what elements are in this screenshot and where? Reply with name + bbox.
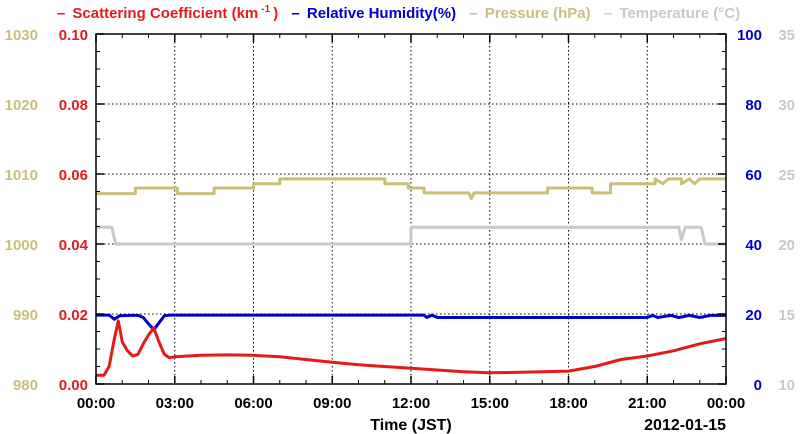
x-tick-label: 00:00 <box>77 395 115 412</box>
x-tick-label: 09:00 <box>313 395 351 412</box>
legend-temperature-text: Temperature (°C) <box>619 5 741 22</box>
temperature-axis-label: 20 <box>778 237 795 254</box>
axis-labels: 00:00 03:00 06:00 09:00 12:00 15:00 18:00 21:00… <box>5 27 795 434</box>
humidity-axis-label: 60 <box>745 167 762 184</box>
series-line-pressure <box>96 177 726 200</box>
scattering-axis-label: 0.06 <box>59 167 88 184</box>
pressure-axis-label: 1000 <box>5 237 38 254</box>
pressure-axis-label: 980 <box>13 377 38 394</box>
chart-legend: – Scattering Coefficient (km -1) – Relati… <box>0 4 800 22</box>
humidity-axis-label: 40 <box>745 237 762 254</box>
legend-temperature: – Temperature (°C) <box>603 5 741 22</box>
legend-humidity-text: Relative Humidity(%) <box>306 5 457 22</box>
scattering-axis-label: 0.04 <box>59 237 89 254</box>
x-tick-label: 12:00 <box>392 395 430 412</box>
x-tick-label: 00:00 <box>707 395 745 412</box>
pressure-axis-label: 1020 <box>5 97 38 114</box>
x-tick-label: 15:00 <box>471 395 509 412</box>
series-line-humidity <box>96 313 726 332</box>
temperature-axis-label: 10 <box>778 377 795 394</box>
scattering-axis-label: 0.02 <box>59 307 88 324</box>
x-tick-label: 18:00 <box>549 395 587 412</box>
ticks <box>95 33 727 385</box>
series-group <box>96 177 727 377</box>
x-axis-title: Time (JST) <box>370 417 452 434</box>
legend-scattering-text: Scattering Coefficient (km <box>72 5 259 22</box>
x-tick-label: 21:00 <box>628 395 666 412</box>
grid <box>96 34 726 384</box>
legend-pressure-text: Pressure (hPa) <box>484 5 591 22</box>
pressure-axis-label: 1010 <box>5 167 38 184</box>
temperature-axis-label: 30 <box>778 97 795 114</box>
scattering-axis-label: 0.10 <box>59 27 88 44</box>
humidity-axis-label: 80 <box>745 97 762 114</box>
humidity-axis-label: 20 <box>745 307 762 324</box>
scattering-axis-label: 0.00 <box>59 377 88 394</box>
legend-scattering: – Scattering Coefficient (km -1) <box>56 4 279 22</box>
temperature-axis-label: 35 <box>778 27 795 44</box>
humidity-axis-label: 0 <box>754 377 762 394</box>
series-line-temperature <box>96 225 726 246</box>
pressure-axis-label: 1030 <box>5 27 38 44</box>
humidity-axis-label: 100 <box>737 27 762 44</box>
legend-scattering-tail: ) <box>273 5 279 22</box>
pressure-axis-label: 990 <box>13 307 38 324</box>
x-tick-label: 06:00 <box>234 395 272 412</box>
legend-scattering-sup: -1 <box>261 4 271 15</box>
legend-humidity: – Relative Humidity(%) <box>291 5 457 22</box>
date-label: 2012-01-15 <box>644 417 726 434</box>
x-tick-label: 03:00 <box>156 395 194 412</box>
temperature-axis-label: 15 <box>778 307 795 324</box>
scattering-axis-label: 0.08 <box>59 97 88 114</box>
legend-pressure: – Pressure (hPa) <box>469 5 591 22</box>
temperature-axis-label: 25 <box>778 167 795 184</box>
series-line-scattering <box>96 319 727 377</box>
